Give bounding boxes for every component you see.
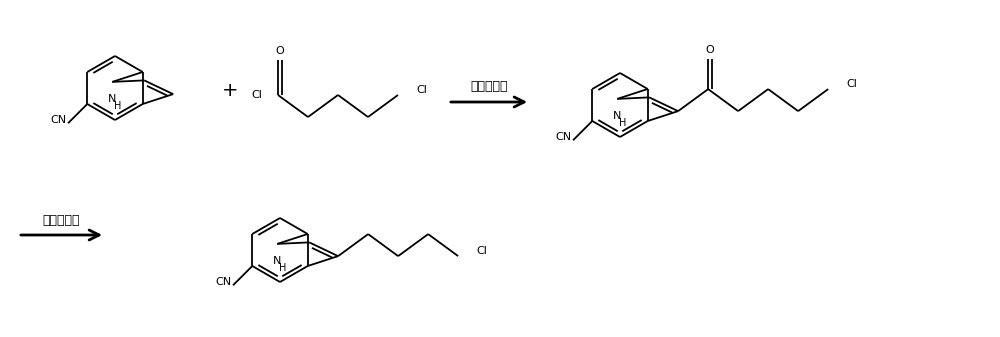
Text: +: + (222, 81, 238, 99)
Text: H: H (619, 118, 627, 128)
Text: Cl: Cl (476, 246, 487, 256)
Text: O: O (706, 45, 715, 55)
Text: N: N (108, 94, 116, 104)
Text: Cl: Cl (846, 79, 857, 89)
Text: N: N (273, 256, 281, 267)
Text: H: H (279, 263, 287, 273)
Text: O: O (276, 46, 284, 56)
Text: Cl: Cl (251, 90, 262, 100)
Text: CN: CN (555, 132, 572, 142)
Text: Cl: Cl (416, 85, 427, 95)
Text: 还原催化剂: 还原催化剂 (43, 214, 80, 226)
Text: N: N (613, 112, 621, 122)
Text: H: H (114, 101, 122, 111)
Text: CN: CN (50, 115, 67, 125)
Text: CN: CN (215, 277, 232, 287)
Text: 氧化催化剂: 氧化催化剂 (470, 81, 508, 93)
